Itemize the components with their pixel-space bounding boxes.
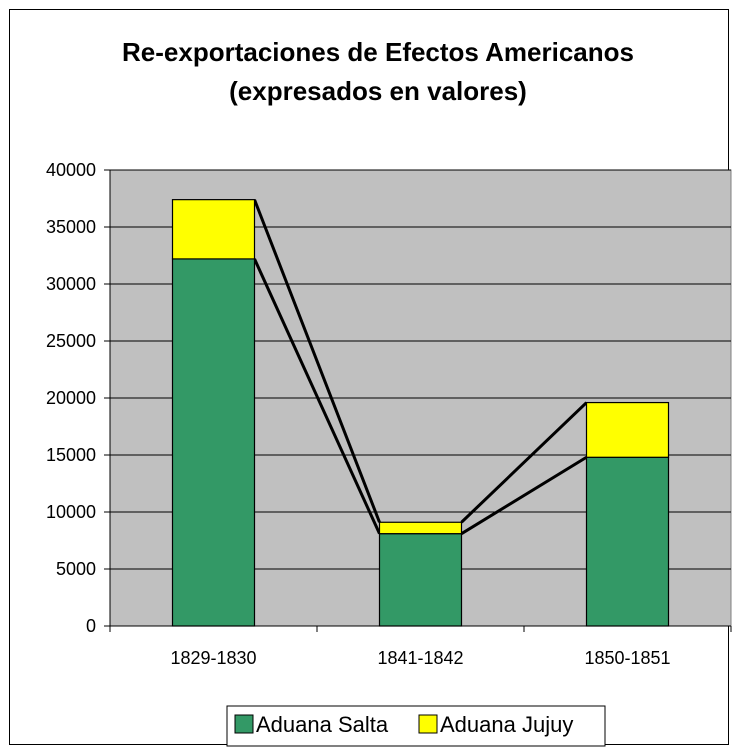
y-tick-label: 35000 — [46, 217, 96, 237]
series-line — [253, 199, 381, 523]
y-tick-label: 5000 — [56, 559, 96, 579]
chart-title-line-2: (expresados en valores) — [229, 76, 527, 106]
y-tick-label: 20000 — [46, 388, 96, 408]
x-tick-label: 1850-1851 — [584, 648, 670, 668]
bar-salta — [585, 456, 670, 627]
chart-title-line-1: Re-exportaciones de Efectos Americanos — [122, 37, 634, 67]
bar-jujuy — [585, 401, 670, 458]
y-tick-label: 0 — [86, 616, 96, 636]
series-line — [460, 456, 588, 535]
y-tick-label: 10000 — [46, 502, 96, 522]
series-lines — [253, 199, 588, 535]
bar-salta — [171, 258, 256, 627]
y-tick-label: 40000 — [46, 160, 96, 180]
bar-salta — [378, 533, 463, 627]
y-tick-label: 25000 — [46, 331, 96, 351]
y-tick-label: 30000 — [46, 274, 96, 294]
legend-label-jujuy: Aduana Jujuy — [440, 712, 573, 737]
bars — [171, 199, 670, 627]
x-tick-label: 1841-1842 — [377, 648, 463, 668]
x-axis-ticks: 1829-1830 1841-1842 1850-1851 — [109, 626, 732, 668]
y-tick-label: 15000 — [46, 445, 96, 465]
x-tick-label: 1829-1830 — [170, 648, 256, 668]
legend: Aduana Salta Aduana Jujuy — [226, 705, 606, 747]
bar-jujuy — [378, 521, 463, 535]
bar-jujuy — [171, 199, 256, 260]
legend-swatch-jujuy — [418, 714, 438, 734]
legend-swatch-salta — [234, 714, 254, 734]
legend-box — [226, 705, 606, 747]
series-line — [253, 258, 381, 535]
y-axis-ticks: 0 5000 10000 15000 20000 25000 30000 35000 40000 — [46, 160, 110, 636]
series-line — [460, 401, 588, 524]
legend-label-salta: Aduana Salta — [256, 712, 389, 737]
